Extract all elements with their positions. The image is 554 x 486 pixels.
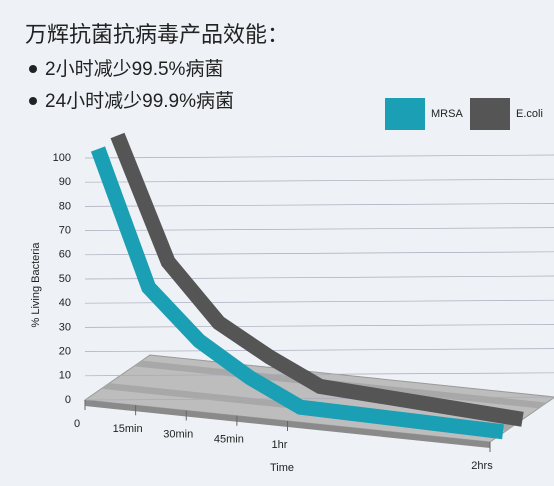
series-ribbon [110,132,524,427]
x-axis-label: Time [270,462,294,474]
x-tick-label: 15min [113,423,143,435]
bullet: 2小时减少99.5%病菌 [45,58,223,80]
x-tick-label: 30min [163,428,193,440]
y-tick-label: 10 [59,370,71,382]
y-tick-label: 40 [59,297,71,309]
grid-line [84,154,554,159]
grid-line [84,178,554,183]
grid-line [84,275,554,280]
legend-swatch [385,98,425,130]
y-tick-label: 60 [59,249,71,261]
bullet-dot [29,65,37,73]
y-tick-label: 90 [59,176,71,188]
x-tick-label: 45min [214,434,244,446]
grid-line [84,348,554,352]
legend-label: E.coli [516,108,543,120]
y-tick-label: 20 [59,346,71,358]
x-tick-label: 1hr [272,439,288,451]
y-tick-label: 50 [59,273,71,285]
series-ribbon [90,146,504,440]
title: 万辉抗菌抗病毒产品效能： [25,22,289,47]
grid-line [84,203,554,207]
y-tick-label: 70 [59,225,71,237]
grid-line [84,372,554,377]
bullet: 24小时减少99.9%病菌 [45,90,234,112]
legend-swatch [470,98,510,130]
x-tick-label: 2hrs [471,460,493,472]
legend-label: MRSA [431,108,463,120]
bullet-dot [29,97,37,105]
y-tick-label: 0 [65,394,71,406]
x-tick-label: 0 [74,418,80,430]
grid-line [84,396,554,401]
y-tick-label: 100 [53,152,71,164]
y-tick-label: 80 [59,200,71,212]
grid-line [84,324,554,328]
y-axis-label: % Living Bacteria [30,242,42,328]
y-tick-label: 30 [59,321,71,333]
